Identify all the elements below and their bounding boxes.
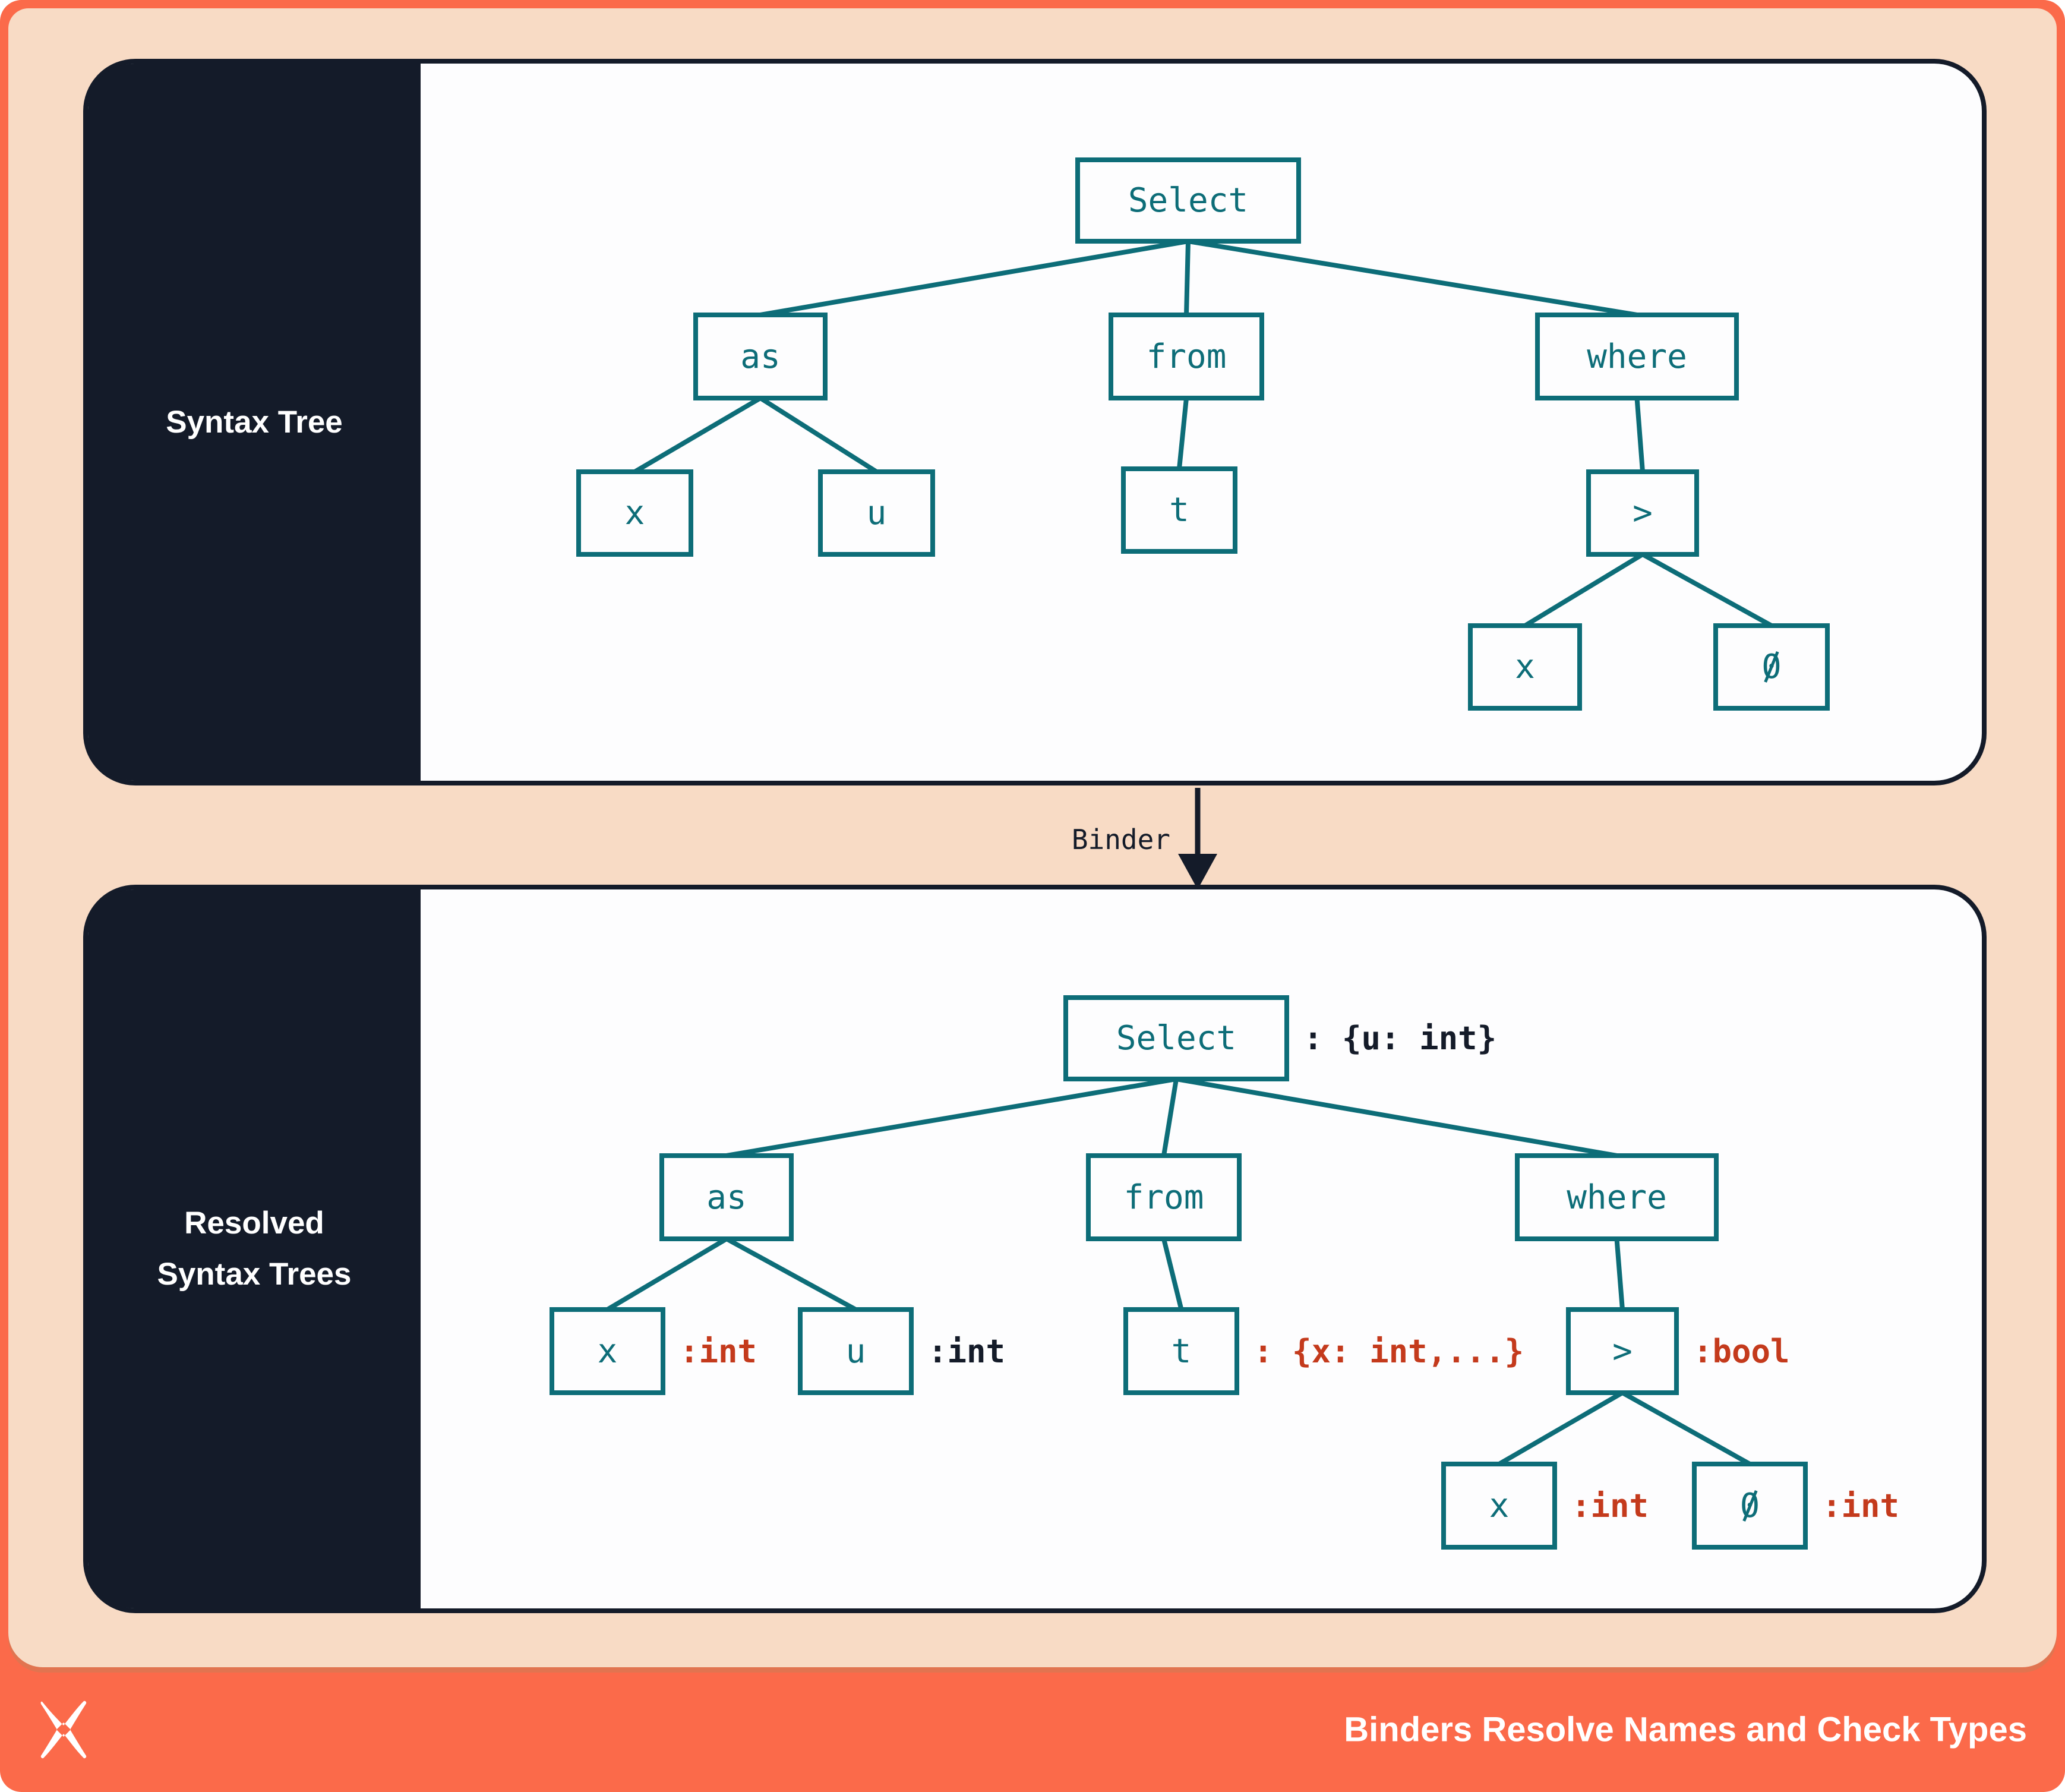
tree-edge bbox=[1177, 397, 1189, 469]
logo-x-icon bbox=[40, 1700, 87, 1759]
resolved-syntax-tree-node-where: where bbox=[1515, 1153, 1719, 1241]
tree-edge bbox=[725, 1236, 857, 1312]
node-label: t bbox=[1169, 491, 1189, 529]
node-label: Select bbox=[1128, 181, 1249, 220]
syntax-tree-node-from: from bbox=[1109, 313, 1264, 400]
resolved-syntax-tree-annotation-zero: :int bbox=[1822, 1487, 1900, 1525]
node-label: where bbox=[1587, 337, 1687, 376]
resolved-syntax-tree-node-t: t bbox=[1123, 1307, 1239, 1395]
resolved-syntax-tree-node-as: as bbox=[659, 1153, 794, 1241]
resolved-syntax-trees-panel: Resolved Syntax Trees bbox=[83, 885, 1987, 1613]
node-label: as bbox=[740, 337, 781, 376]
resolved-syntax-tree-annotation-gt: :bool bbox=[1693, 1332, 1790, 1370]
node-label: u bbox=[866, 494, 887, 532]
resolved-syntax-trees-panel-title: Resolved Syntax Trees bbox=[157, 1206, 352, 1292]
resolved-syntax-tree-node-from: from bbox=[1086, 1153, 1242, 1241]
tree-edge bbox=[1161, 1238, 1184, 1310]
node-label: x bbox=[1489, 1486, 1510, 1525]
syntax-tree-node-where: where bbox=[1535, 313, 1739, 400]
resolved-syntax-tree-node-x2: x bbox=[1441, 1462, 1557, 1550]
tree-edge bbox=[1161, 1078, 1179, 1156]
tree-edge bbox=[1621, 1390, 1751, 1466]
tree-edge bbox=[760, 239, 1189, 317]
tree-edge bbox=[1634, 397, 1645, 472]
tree-edge bbox=[1188, 239, 1638, 317]
node-label: u bbox=[845, 1332, 866, 1371]
syntax-tree-sidebar: Syntax Tree bbox=[88, 64, 421, 781]
resolved-syntax-tree-annotation-select: : {u: int} bbox=[1303, 1020, 1497, 1057]
node-label: as bbox=[706, 1178, 747, 1217]
syntax-tree-node-t: t bbox=[1121, 466, 1237, 554]
resolved-syntax-tree-node-gt: > bbox=[1566, 1307, 1679, 1395]
tree-edge bbox=[1614, 1238, 1625, 1310]
node-label: 0 bbox=[1761, 648, 1782, 686]
resolved-syntax-tree-node-x1: x bbox=[550, 1307, 665, 1395]
node-label: 0 bbox=[1739, 1486, 1760, 1525]
resolved-syntax-tree-annotation-x2: :int bbox=[1571, 1487, 1649, 1525]
node-label: x bbox=[624, 494, 645, 532]
syntax-tree-node-select: Select bbox=[1075, 157, 1301, 244]
footer-bar: Binders Resolve Names and Check Types bbox=[0, 1667, 2065, 1792]
node-label: from bbox=[1146, 337, 1227, 376]
footer-title: Binders Resolve Names and Check Types bbox=[1344, 1710, 2027, 1749]
node-label: where bbox=[1567, 1178, 1667, 1217]
tree-edge bbox=[1498, 1390, 1624, 1466]
node-label: from bbox=[1123, 1178, 1204, 1217]
syntax-tree-node-x1: x bbox=[576, 469, 693, 557]
syntax-tree-node-gt: > bbox=[1586, 469, 1699, 557]
syntax-tree-node-zero: 0 bbox=[1713, 623, 1830, 711]
node-label: x bbox=[597, 1332, 618, 1371]
binder-arrow-head bbox=[1178, 854, 1217, 889]
tree-edge bbox=[759, 396, 878, 474]
resolved-syntax-tree-node-select: Select bbox=[1063, 995, 1289, 1081]
binder-pass-label: Binder bbox=[1071, 824, 1170, 856]
resolved-syntax-tree-node-zero: 0 bbox=[1692, 1462, 1808, 1550]
resolved-syntax-tree-node-u: u bbox=[798, 1307, 914, 1395]
tree-edge bbox=[606, 1236, 728, 1312]
tree-edge bbox=[1641, 552, 1773, 628]
resolved-syntax-tree-annotation-t: : {x: int,...} bbox=[1253, 1332, 1524, 1370]
resolved-syntax-tree-annotation-u: :int bbox=[928, 1332, 1006, 1370]
resolved-syntax-trees-sidebar: Resolved Syntax Trees bbox=[88, 889, 421, 1608]
syntax-tree-node-x2: x bbox=[1468, 623, 1582, 711]
syntax-tree-node-as: as bbox=[693, 313, 828, 400]
tree-edge bbox=[1523, 552, 1644, 628]
tree-edge bbox=[633, 396, 762, 474]
syntax-tree-panel: Syntax Tree bbox=[83, 59, 1987, 785]
node-label: x bbox=[1515, 648, 1535, 686]
syntax-tree-node-u: u bbox=[818, 469, 935, 557]
tree-edge bbox=[1176, 1077, 1618, 1158]
node-label: > bbox=[1633, 494, 1653, 532]
node-label: Select bbox=[1116, 1019, 1237, 1058]
tree-edge bbox=[726, 1077, 1177, 1158]
tree-edge bbox=[1184, 241, 1191, 316]
resolved-syntax-tree-annotation-x1: :int bbox=[680, 1332, 757, 1370]
node-label: > bbox=[1612, 1332, 1633, 1371]
node-label: t bbox=[1171, 1332, 1192, 1371]
syntax-tree-panel-title: Syntax Tree bbox=[166, 404, 343, 440]
